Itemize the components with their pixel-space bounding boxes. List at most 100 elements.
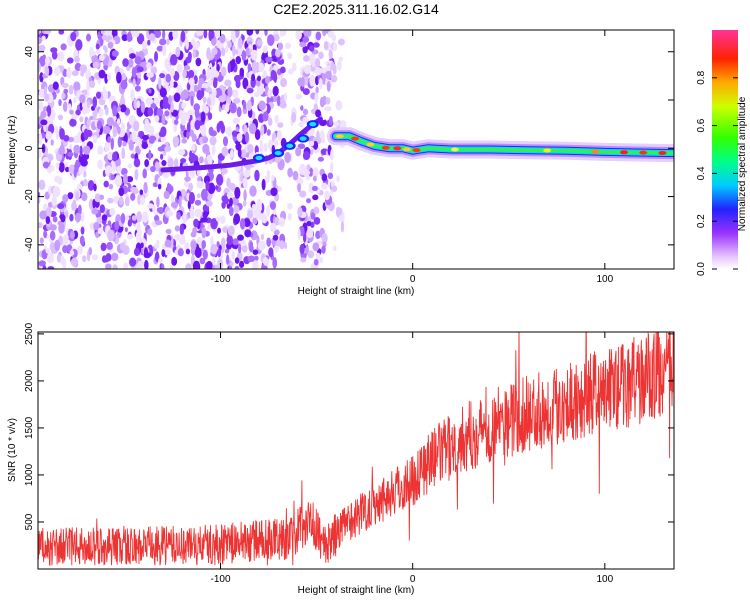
- spectrogram-x-ticks: -100 0 100: [211, 30, 614, 285]
- ridge-hotspot: [620, 150, 629, 155]
- noise-speckle: [306, 220, 312, 227]
- colorbar: 0.0 0.2 0.4 0.6 0.8 Normalized spectral ampl…: [696, 30, 748, 276]
- snr-ytick-label: 1000: [24, 463, 35, 486]
- noise-speckle: [202, 210, 209, 219]
- noise-speckle: [142, 40, 148, 50]
- noise-speckle: [119, 242, 126, 252]
- noise-speckle: [234, 265, 240, 269]
- noise-speckle: [161, 160, 167, 166]
- noise-speckle: [275, 49, 281, 58]
- noise-speckle: [38, 61, 41, 73]
- noise-speckle: [38, 36, 43, 44]
- noise-speckle: [261, 214, 268, 224]
- noise-speckle: [229, 261, 234, 267]
- chart-title: C2E2.2025.311.16.02.G14: [273, 1, 439, 17]
- noise-speckle: [152, 204, 156, 214]
- noise-speckle: [338, 56, 344, 62]
- noise-speckle: [107, 136, 111, 143]
- noise-speckle: [83, 128, 89, 141]
- noise-speckle: [298, 121, 304, 128]
- noise-speckle: [291, 62, 297, 72]
- noise-speckle: [73, 81, 81, 92]
- noise-speckle: [231, 89, 239, 98]
- noise-speckle: [228, 206, 234, 217]
- noise-speckle: [320, 182, 328, 190]
- noise-speckle: [153, 243, 160, 249]
- spectrogram-ytick-label: 0: [24, 145, 35, 151]
- noise-speckle: [277, 42, 283, 51]
- noise-speckle: [311, 55, 316, 68]
- noise-speckle: [129, 53, 136, 59]
- noise-speckle: [270, 222, 277, 233]
- noise-speckle: [147, 203, 154, 209]
- noise-speckle: [154, 51, 159, 63]
- noise-speckle: [201, 82, 210, 89]
- noise-speckle: [110, 174, 115, 181]
- noise-speckle: [243, 189, 247, 202]
- noise-speckle: [157, 77, 162, 90]
- noise-speckle: [182, 68, 187, 79]
- noise-speckle: [277, 122, 284, 128]
- noise-speckle: [43, 85, 48, 97]
- noise-speckle: [329, 161, 334, 173]
- noise-speckle: [256, 198, 262, 210]
- noise-speckle: [63, 68, 68, 77]
- noise-speckle: [302, 150, 311, 161]
- noise-speckle: [246, 30, 254, 36]
- noise-speckle: [120, 92, 125, 104]
- noise-speckle: [161, 113, 166, 125]
- noise-speckle: [136, 100, 141, 109]
- noise-speckle: [148, 88, 152, 94]
- noise-speckle: [259, 139, 264, 146]
- noise-speckle: [124, 227, 128, 233]
- noise-speckle: [225, 127, 233, 135]
- noise-speckle: [295, 30, 303, 40]
- noise-speckle: [152, 182, 159, 188]
- noise-speckle: [106, 117, 115, 127]
- noise-speckle: [220, 215, 226, 225]
- colorbar-tick-label: 0.6: [696, 118, 707, 132]
- noise-speckle: [104, 140, 110, 153]
- noise-speckle: [224, 79, 232, 87]
- noise-speckle: [268, 247, 274, 258]
- noise-speckle: [80, 226, 85, 235]
- noise-speckle: [81, 107, 88, 115]
- noise-speckle: [205, 260, 213, 269]
- noise-speckle: [217, 248, 222, 258]
- noise-speckle: [215, 216, 222, 222]
- noise-speckle: [237, 243, 242, 254]
- noise-speckle: [164, 249, 171, 256]
- noise-speckle: [194, 208, 202, 218]
- noise-speckle: [227, 86, 233, 98]
- noise-speckle: [76, 245, 83, 255]
- noise-speckle: [297, 228, 301, 240]
- noise-speckle: [83, 89, 88, 96]
- noise-speckle: [60, 43, 67, 51]
- noise-speckle: [319, 257, 323, 264]
- noise-speckle: [192, 260, 201, 269]
- ridge-hotspot: [591, 149, 600, 154]
- noise-speckle: [321, 245, 326, 254]
- noise-speckle: [306, 164, 311, 171]
- noise-speckle: [126, 176, 134, 183]
- noise-speckle: [175, 46, 181, 58]
- noise-speckle: [170, 202, 179, 209]
- noise-speckle: [164, 239, 172, 248]
- noise-speckle: [131, 215, 137, 221]
- noise-speckle: [42, 161, 50, 169]
- noise-speckle: [52, 185, 61, 197]
- noise-speckle: [284, 42, 292, 49]
- noise-speckle: [121, 147, 125, 160]
- noise-speckle: [307, 250, 315, 259]
- noise-speckle: [38, 30, 41, 35]
- noise-speckle: [188, 129, 195, 137]
- noise-speckle: [105, 263, 112, 269]
- noise-speckle: [166, 210, 174, 217]
- snr-y-ticks: 500 1000 1500 2000 2500: [24, 322, 674, 530]
- noise-speckle: [328, 49, 333, 60]
- noise-speckle: [150, 66, 158, 74]
- noise-speckle: [58, 99, 62, 107]
- noise-speckle: [308, 140, 315, 147]
- noise-speckle: [328, 115, 333, 126]
- noise-speckle: [75, 109, 81, 116]
